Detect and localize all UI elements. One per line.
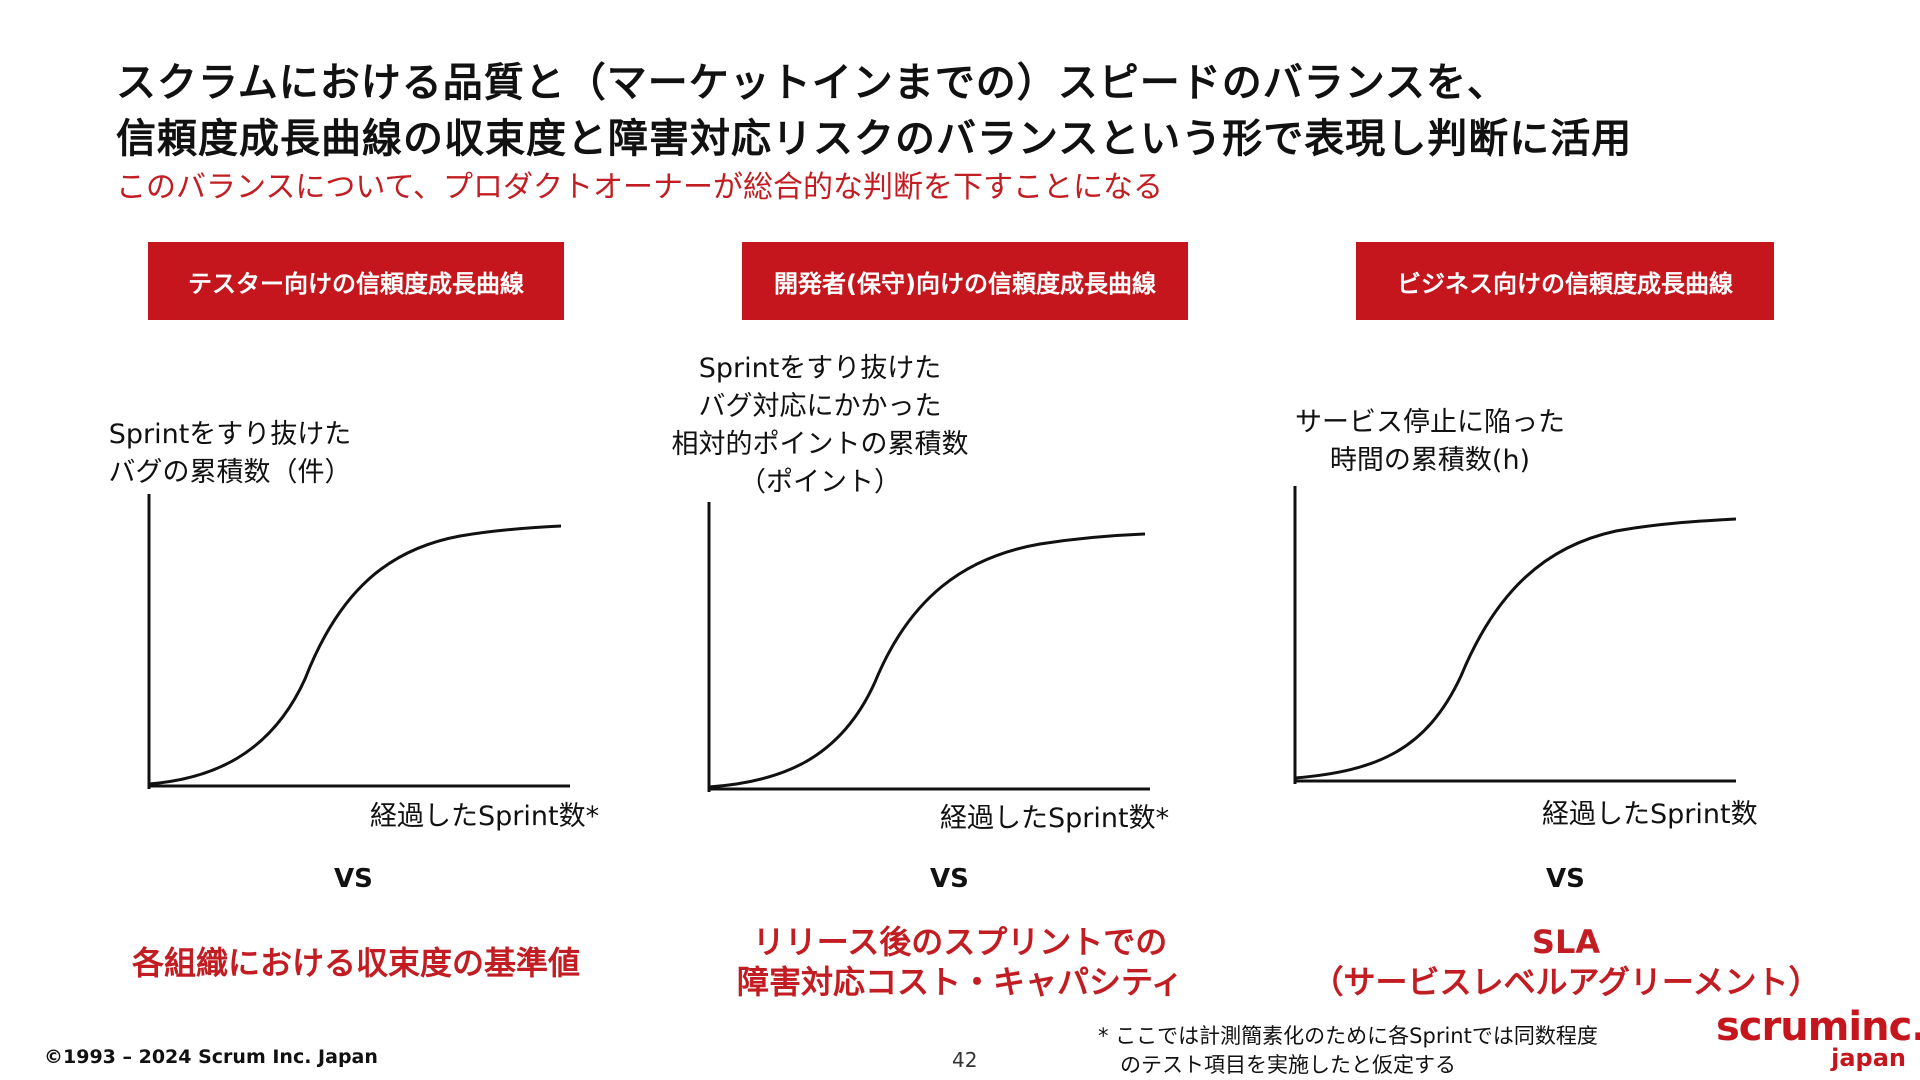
page-title-line-1: スクラムにおける品質と（マーケットインまでの）スピードのバランスを、	[116, 60, 1508, 106]
scrum-inc-logo: scruminc. japan	[1716, 1004, 1920, 1072]
panel-3-ylabel-line-1: サービス停止に陥った	[1295, 407, 1565, 438]
panel-1-xlabel: 経過したSprint数*	[370, 801, 600, 832]
panel-2-chart	[707, 502, 1150, 792]
logo-wordmark: scruminc.	[1716, 1004, 1920, 1050]
panel-3-xlabel: 経過したSprint数	[1542, 799, 1758, 830]
panel-2-ylabel-line-2: バグ対応にかかった	[698, 391, 942, 422]
logo-subtext: japan	[1831, 1044, 1906, 1072]
panel-3-bottom-line-2: （サービスレベルアグリーメント）	[1311, 963, 1821, 1001]
panel-1-growth-curve	[148, 524, 562, 786]
panel-2-ylabel-line-3: 相対的ポイントの累積数	[671, 429, 969, 460]
panel-1-ylabel: Sprintをすり抜けた バグの累積数（件）	[90, 416, 370, 492]
panel-3-bottom-line-1: SLA	[1531, 923, 1601, 961]
panel-3-bottom-label: SLA （サービスレベルアグリーメント）	[1296, 922, 1836, 1002]
panel-3-chart	[1293, 486, 1737, 784]
panel-3-ylabel: サービス停止に陥った 時間の累積数(h)	[1260, 404, 1600, 480]
page-number: 42	[952, 1048, 978, 1072]
copyright: ©1993 – 2024 Scrum Inc. Japan	[44, 1046, 378, 1068]
panel-1-ylabel-line-2: バグの累積数（件）	[108, 457, 352, 488]
panel-2-ylabel: Sprintをすり抜けた バグ対応にかかった 相対的ポイントの累積数 （ポイント…	[630, 350, 1010, 502]
panel-2-bottom-line-1: リリース後のスプリントでの	[752, 923, 1168, 961]
panel-2-bottom-label: リリース後のスプリントでの 障害対応コスト・キャパシティ	[700, 922, 1220, 1002]
footnote: * ここでは計測簡素化のために各Sprintでは同数程度 のテスト項目を実施した…	[1098, 1022, 1598, 1080]
panel-1-chart	[147, 494, 570, 789]
panel-1-ylabel-line-1: Sprintをすり抜けた	[108, 419, 352, 450]
panel-1-bottom-line-1: 各組織における収束度の基準値	[131, 944, 580, 982]
panel-1-bottom-label: 各組織における収束度の基準値	[96, 943, 616, 983]
panel-1-tag: テスター向けの信頼度成長曲線	[148, 242, 564, 320]
panel-2-xlabel: 経過したSprint数*	[940, 803, 1170, 834]
page-subtitle: このバランスについて、プロダクトオーナーが総合的な判断を下すことになる	[116, 170, 1163, 205]
panel-2-growth-curve	[708, 532, 1146, 789]
panel-2-ylabel-line-4: （ポイント）	[739, 467, 901, 498]
footnote-line-2: のテスト項目を実施したと仮定する	[1120, 1053, 1456, 1077]
panel-3-ylabel-line-2: 時間の累積数(h)	[1329, 445, 1531, 476]
panel-2-tag: 開発者(保守)向けの信頼度成長曲線	[742, 242, 1188, 320]
footnote-line-1: * ここでは計測簡素化のために各Sprintでは同数程度	[1098, 1024, 1598, 1048]
page-title-line-2: 信頼度成長曲線の収束度と障害対応リスクのバランスという形で表現し判断に活用	[116, 116, 1633, 162]
panel-3-growth-curve	[1294, 517, 1737, 780]
panel-2-bottom-line-2: 障害対応コスト・キャパシティ	[736, 963, 1184, 1001]
panel-3-tag: ビジネス向けの信頼度成長曲線	[1356, 242, 1774, 320]
panel-2-vs: VS	[930, 864, 969, 894]
panel-1-vs: VS	[334, 864, 373, 894]
panel-3-vs: VS	[1546, 864, 1585, 894]
panel-2-ylabel-line-1: Sprintをすり抜けた	[698, 353, 942, 384]
